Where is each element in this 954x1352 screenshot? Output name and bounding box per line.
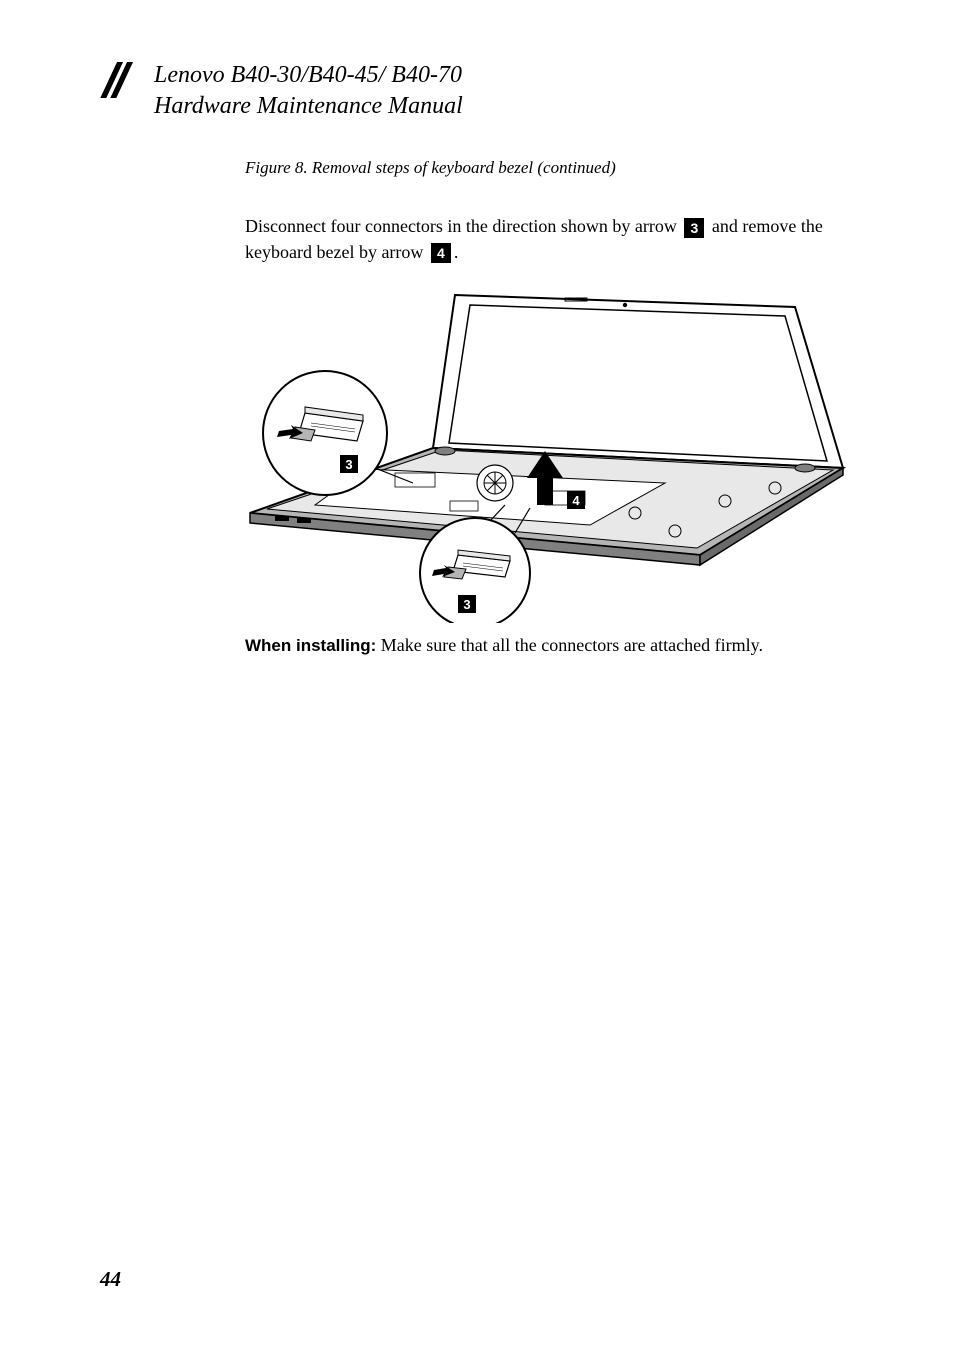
svg-text:4: 4 — [572, 493, 580, 508]
header-manual-title: Hardware Maintenance Manual — [154, 91, 463, 122]
svg-text:3: 3 — [345, 457, 352, 472]
install-note: When installing: Make sure that all the … — [245, 633, 854, 658]
lenovo-slash-icon — [100, 60, 140, 105]
callout-box-3-top: 3 — [340, 455, 358, 473]
page-number: 44 — [100, 1267, 121, 1292]
install-note-text: Make sure that all the connectors are at… — [376, 635, 763, 655]
instruction-paragraph: Disconnect four connectors in the direct… — [245, 214, 854, 264]
instruction-text-part1: Disconnect four connectors in the direct… — [245, 216, 681, 236]
figure-caption: Figure 8. Removal steps of keyboard beze… — [245, 158, 854, 178]
header-text-block: Lenovo B40-30/B40-45/ B40-70 Hardware Ma… — [154, 60, 463, 122]
laptop-screen — [433, 295, 843, 468]
header-product-title: Lenovo B40-30/B40-45/ B40-70 — [154, 60, 463, 91]
callout-ref-4: 4 — [431, 243, 451, 263]
svg-text:3: 3 — [463, 597, 470, 612]
instruction-text-part3: . — [454, 242, 459, 262]
callout-box-4: 4 — [567, 491, 585, 509]
callout-box-3-bottom: 3 — [458, 595, 476, 613]
laptop-diagram: 4 — [245, 283, 865, 623]
page-header: Lenovo B40-30/B40-45/ B40-70 Hardware Ma… — [100, 60, 854, 122]
install-note-label: When installing: — [245, 636, 376, 655]
page-container: Lenovo B40-30/B40-45/ B40-70 Hardware Ma… — [0, 0, 954, 1352]
callout-ref-3: 3 — [684, 218, 704, 238]
